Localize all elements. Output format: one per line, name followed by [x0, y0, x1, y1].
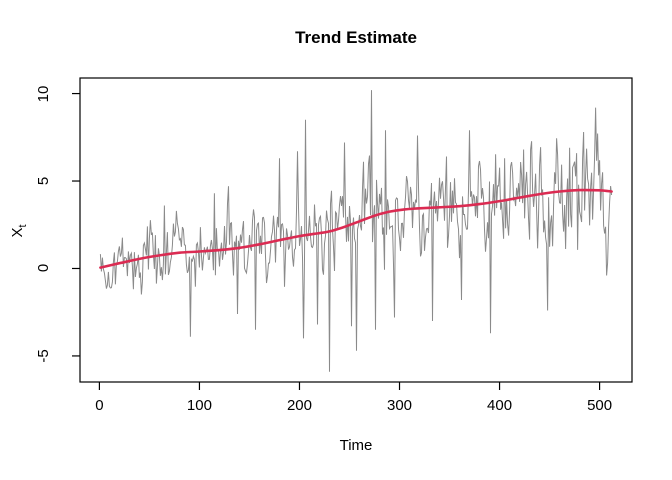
x-axis-label: Time	[339, 437, 373, 454]
observed-series-line	[99, 90, 613, 372]
y-tick-label: -5	[35, 349, 52, 363]
axis-layer	[72, 92, 601, 390]
x-tick-label: 100	[186, 397, 212, 414]
plot-box	[79, 77, 633, 383]
trend-line	[99, 188, 613, 269]
plot-title: Trend Estimate	[295, 28, 417, 47]
x-tick-label: 400	[487, 397, 513, 414]
y-tick-label: 5	[35, 176, 52, 186]
y-axis-label-subscript: t	[17, 224, 29, 228]
x-tick-label: 300	[387, 397, 413, 414]
x-tick-label: 200	[286, 397, 312, 414]
series-layer	[99, 90, 613, 372]
x-tick-label: 500	[587, 397, 613, 414]
x-tick-label: 0	[95, 397, 104, 414]
y-tick-label: 0	[35, 264, 52, 273]
y-tick-label: 10	[35, 85, 52, 102]
y-axis-label: Xt	[9, 211, 29, 251]
y-axis-label-base: X	[9, 227, 26, 238]
